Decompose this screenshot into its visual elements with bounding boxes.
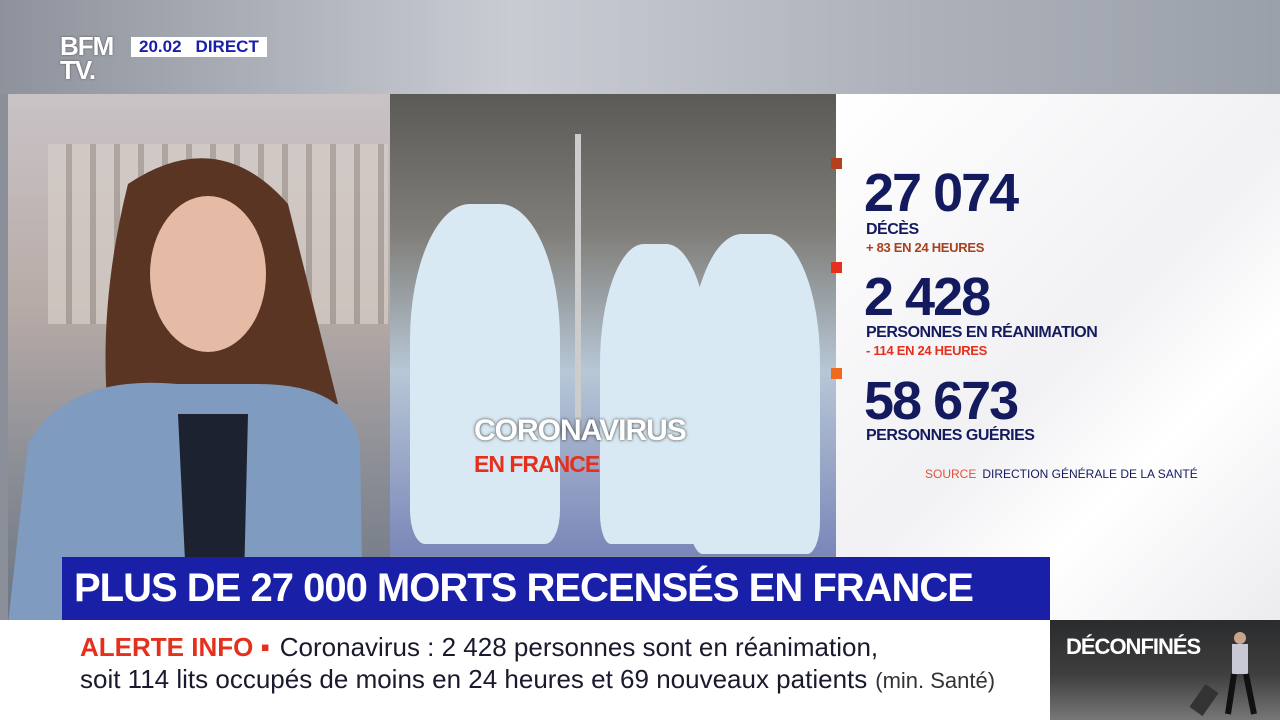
live-badge: 20.02 DIRECT: [131, 37, 267, 57]
marker-deaths: [831, 158, 842, 169]
alert-info-label: ALERTE INFO ▪: [80, 632, 270, 662]
nurse-figure: [690, 234, 820, 554]
ticker-line-2: soit 114 lits occupés de moins en 24 heu…: [80, 664, 995, 695]
clock: 20.02: [139, 37, 182, 56]
source-line: SOURCE DIRECTION GÉNÉRALE DE LA SANTÉ: [925, 467, 1198, 481]
news-ticker: [0, 620, 1050, 720]
overlay-title: CORONAVIRUS: [474, 414, 687, 447]
icu-value: 2 428: [864, 267, 991, 327]
presenter-image: [8, 158, 363, 624]
marker-recovered: [831, 368, 842, 379]
source-text: DIRECTION GÉNÉRALE DE LA SANTÉ: [982, 467, 1198, 481]
ticker-text-1: Coronavirus : 2 428 personnes sont en ré…: [279, 632, 879, 662]
ticker-text-2: soit 114 lits occupés de moins en 24 heu…: [80, 664, 868, 694]
recovered-label: PERSONNES GUÉRIES: [866, 427, 1035, 444]
promo-title: DÉCONFINÉS: [1066, 634, 1201, 659]
walking-woman-image: [1190, 632, 1257, 717]
source-label: SOURCE: [925, 467, 977, 481]
deaths-value: 27 074: [864, 163, 1019, 223]
deaths-change: + 83 EN 24 HEURES: [866, 240, 985, 255]
nurse-figure: [410, 204, 560, 544]
promo-deconfines: DÉCONFINÉS: [1050, 620, 1280, 720]
hospital-photo: [390, 94, 836, 556]
bfmtv-logo: BFM TV.: [60, 31, 114, 85]
headline-banner: PLUS DE 27 000 MORTS RECENSÉS EN FRANCE: [62, 557, 1050, 620]
icu-label: PERSONNES EN RÉANIMATION: [866, 324, 1098, 341]
marker-icu: [831, 262, 842, 273]
overlay-subtitle: EN FRANCE: [474, 451, 600, 477]
recovered-value: 58 673: [864, 371, 1019, 431]
iv-pole: [575, 134, 581, 434]
ticker-line-1: ALERTE INFO ▪ Coronavirus : 2 428 personn…: [80, 632, 878, 663]
stats-panel: [836, 94, 1280, 620]
ticker-attribution: (min. Santé): [875, 668, 996, 693]
deaths-label: DÉCÈS: [866, 221, 919, 238]
studio-video: [8, 94, 390, 624]
icu-change: - 114 EN 24 HEURES: [866, 343, 988, 358]
direct-label: DIRECT: [195, 37, 259, 56]
